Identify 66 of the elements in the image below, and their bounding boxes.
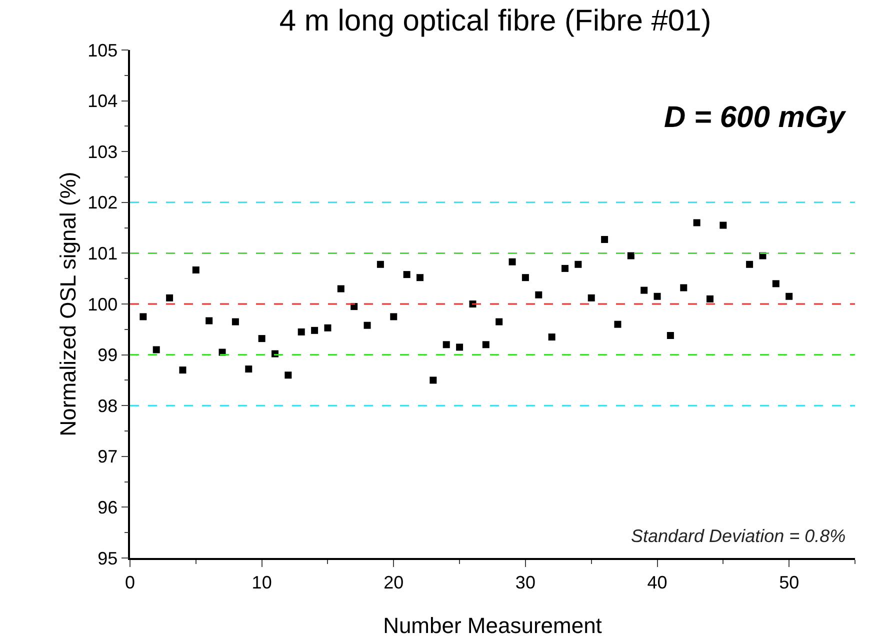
annotation: Standard Deviation = 0.8%	[631, 526, 846, 546]
point	[284, 372, 292, 379]
point	[627, 252, 634, 260]
point	[364, 322, 371, 329]
point	[232, 318, 239, 326]
point	[574, 260, 582, 268]
point	[614, 320, 622, 328]
point	[192, 266, 200, 274]
point	[746, 260, 754, 268]
point	[179, 366, 186, 374]
x-tick-label: 50	[779, 572, 800, 592]
point	[562, 264, 568, 272]
x-tick-label: 20	[384, 572, 404, 592]
y-tick-label: 101	[88, 244, 118, 264]
point	[522, 274, 529, 282]
point	[535, 291, 542, 298]
y-tick-label: 102	[88, 192, 118, 213]
point	[403, 271, 410, 278]
point	[456, 344, 464, 351]
y-tick-label: 97	[98, 446, 118, 467]
y-tick-label: 105	[88, 40, 118, 60]
point	[152, 346, 160, 354]
x-tick-label: 30	[515, 572, 536, 592]
point	[706, 295, 714, 302]
point	[442, 341, 450, 348]
point	[416, 274, 424, 282]
y-tick-label: 96	[98, 498, 118, 518]
point	[245, 366, 252, 373]
annotation: D = 600 mGy	[664, 101, 846, 134]
point	[693, 219, 700, 226]
point	[324, 324, 332, 332]
point	[337, 285, 344, 292]
point	[482, 341, 490, 348]
point	[640, 286, 648, 294]
point	[666, 332, 674, 339]
y-axis-title: Normalized OSL signal (%)	[56, 172, 80, 436]
y-tick-label: 99	[98, 345, 118, 366]
point	[601, 236, 608, 243]
point	[508, 258, 516, 266]
point	[298, 328, 305, 336]
point	[772, 280, 780, 288]
point	[548, 334, 556, 341]
point	[720, 222, 727, 229]
point	[140, 313, 147, 320]
y-tick-label: 100	[88, 294, 118, 314]
point	[258, 335, 266, 342]
point	[430, 376, 437, 384]
point	[680, 284, 688, 292]
point	[390, 313, 398, 320]
y-tick-label: 95	[98, 548, 118, 568]
y-tick-label: 104	[88, 91, 118, 112]
x-axis-title: Number Measurement	[383, 613, 602, 638]
point	[496, 318, 503, 326]
point	[166, 294, 174, 302]
y-tick-label: 103	[88, 142, 118, 162]
x-tick-label: 40	[647, 572, 668, 592]
chart-title: 4 m long optical fibre (Fibre #01)	[279, 4, 712, 38]
point	[786, 292, 793, 300]
y-tick-label: 98	[98, 396, 118, 416]
x-tick-label: 10	[252, 572, 272, 592]
point	[311, 326, 318, 334]
point	[206, 317, 213, 324]
x-tick-label: 0	[124, 572, 136, 592]
point	[376, 260, 384, 268]
point	[654, 292, 661, 300]
point	[588, 294, 595, 302]
